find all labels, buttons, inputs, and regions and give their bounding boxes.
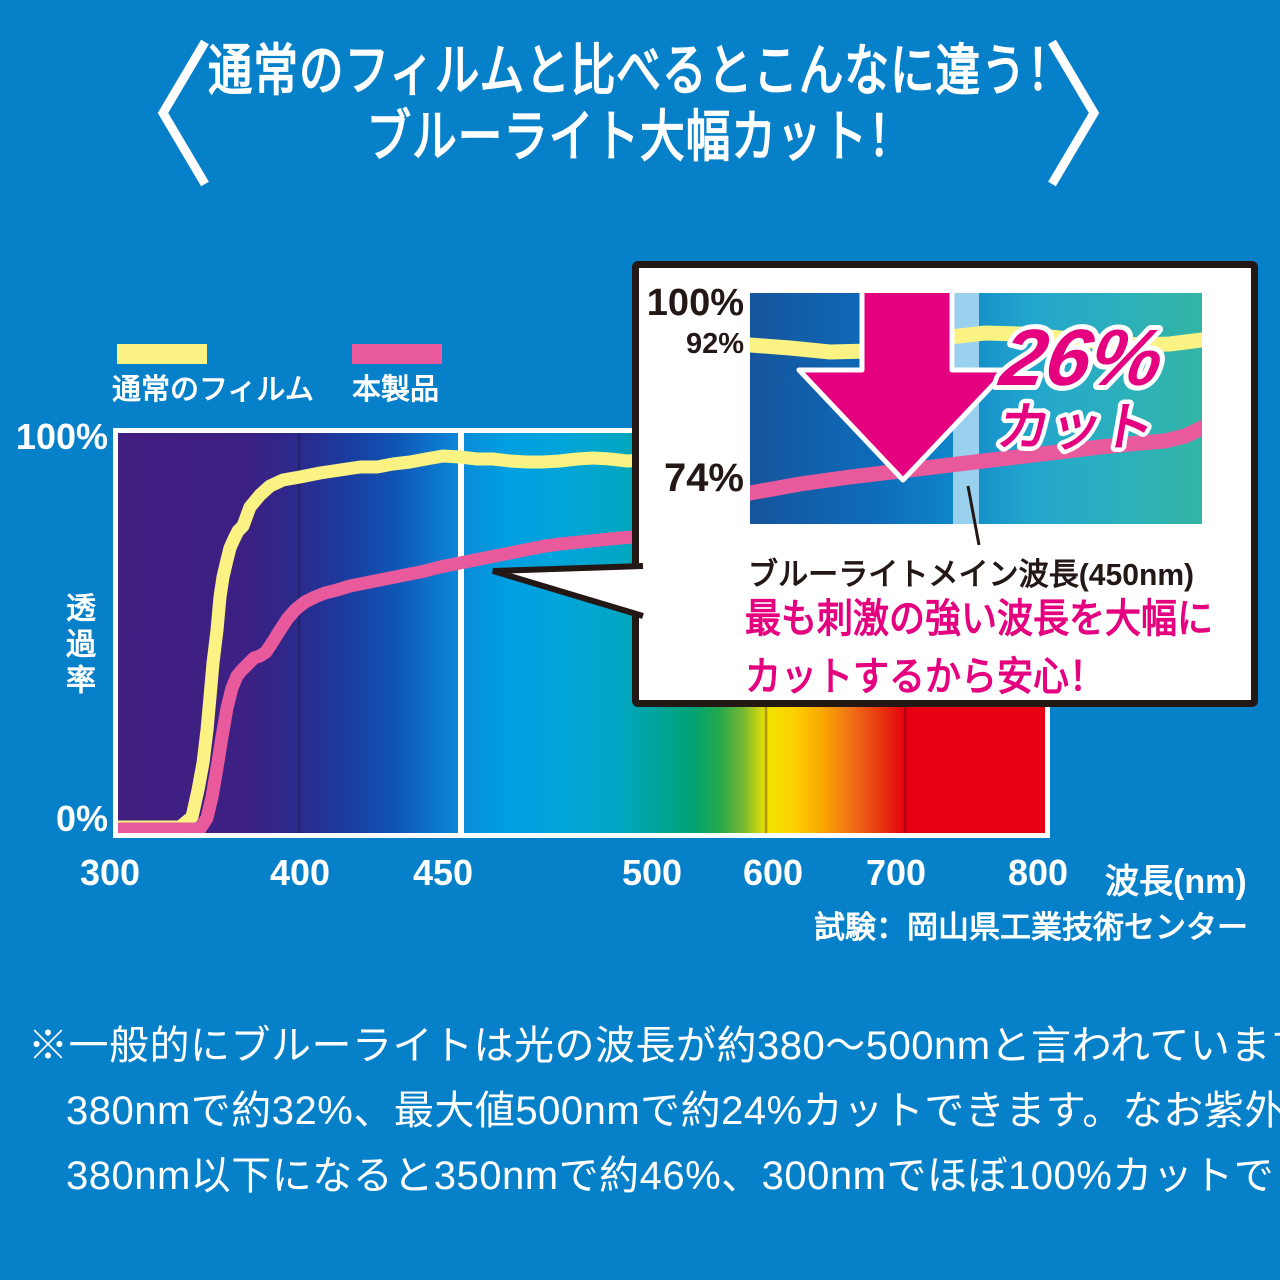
footnote-line-1: ※一般的にブルーライトは光の波長が約380〜500nmと言われています。最小値 — [28, 1024, 1280, 1068]
x-axis-unit: 波長(nm) — [1105, 863, 1247, 901]
callout-92-label: 92% — [685, 328, 744, 360]
mini-normal-film-curve — [750, 325, 1202, 360]
page-title: 通常のフィルムと比べるとこんなに違う！ ブルーライト大幅カット！ — [0, 38, 1280, 170]
x-tick-450: 450 — [412, 852, 474, 893]
x-tick-700: 700 — [865, 852, 927, 893]
legend-swatch-normal-film — [117, 344, 207, 364]
x-tick-800: 800 — [1007, 852, 1069, 893]
x-tick-600: 600 — [742, 852, 804, 893]
x-tick-500: 500 — [621, 852, 683, 893]
x-tick-300: 300 — [79, 852, 141, 893]
cut-arrow-icon — [796, 293, 1010, 483]
title-line-1: 通常のフィルムと比べるとこんなに違う！ — [207, 39, 1073, 102]
mini-product-curve — [750, 420, 1202, 501]
cut-word-text: カット — [993, 399, 1159, 457]
y-axis-100-label: 100% — [15, 416, 108, 457]
callout-100-label: 100% — [646, 282, 744, 324]
legend-swatch-product — [352, 344, 442, 364]
band-pointer-line — [966, 485, 981, 546]
right-angle-bracket-icon — [1048, 39, 1100, 187]
footnote-line-3: 380nm以下になると350nmで約46%、300nmでほぼ100%カットできま… — [66, 1154, 1280, 1198]
emphasis-line-2: カットするから安心！ — [745, 655, 1105, 699]
footnote-line-2: 380nmで約32%、最大値500nmで約24%カットできます。なお紫外線領域 — [66, 1089, 1280, 1133]
y-axis-title: 透過率 — [61, 592, 94, 700]
left-angle-bracket-icon — [157, 39, 209, 187]
bluelight-wavelength-label: ブルーライトメイン波長(450nm) — [748, 557, 1195, 592]
title-brackets — [157, 39, 1100, 187]
product-curve — [111, 527, 677, 836]
legend-label-product: 本製品 — [352, 374, 440, 406]
callout-box: 100% 92% 74% — [632, 261, 1258, 707]
callout-74-label: 74% — [663, 456, 744, 500]
test-source: 試験：岡山県工業技術センター — [814, 910, 1248, 945]
title-line-2: ブルーライト大幅カット！ — [366, 105, 914, 168]
emphasis-line-1: 最も刺激の強い波長を大幅に — [745, 597, 1213, 641]
callout-mini-chart: 26% カット — [750, 293, 1202, 546]
normal-film-curve — [111, 448, 1047, 834]
cut-percentage-text: 26% — [993, 314, 1171, 403]
x-tick-400: 400 — [269, 852, 331, 893]
legend-label-normal-film: 通常のフィルム — [112, 374, 314, 406]
y-axis-0-label: 0% — [55, 798, 108, 839]
